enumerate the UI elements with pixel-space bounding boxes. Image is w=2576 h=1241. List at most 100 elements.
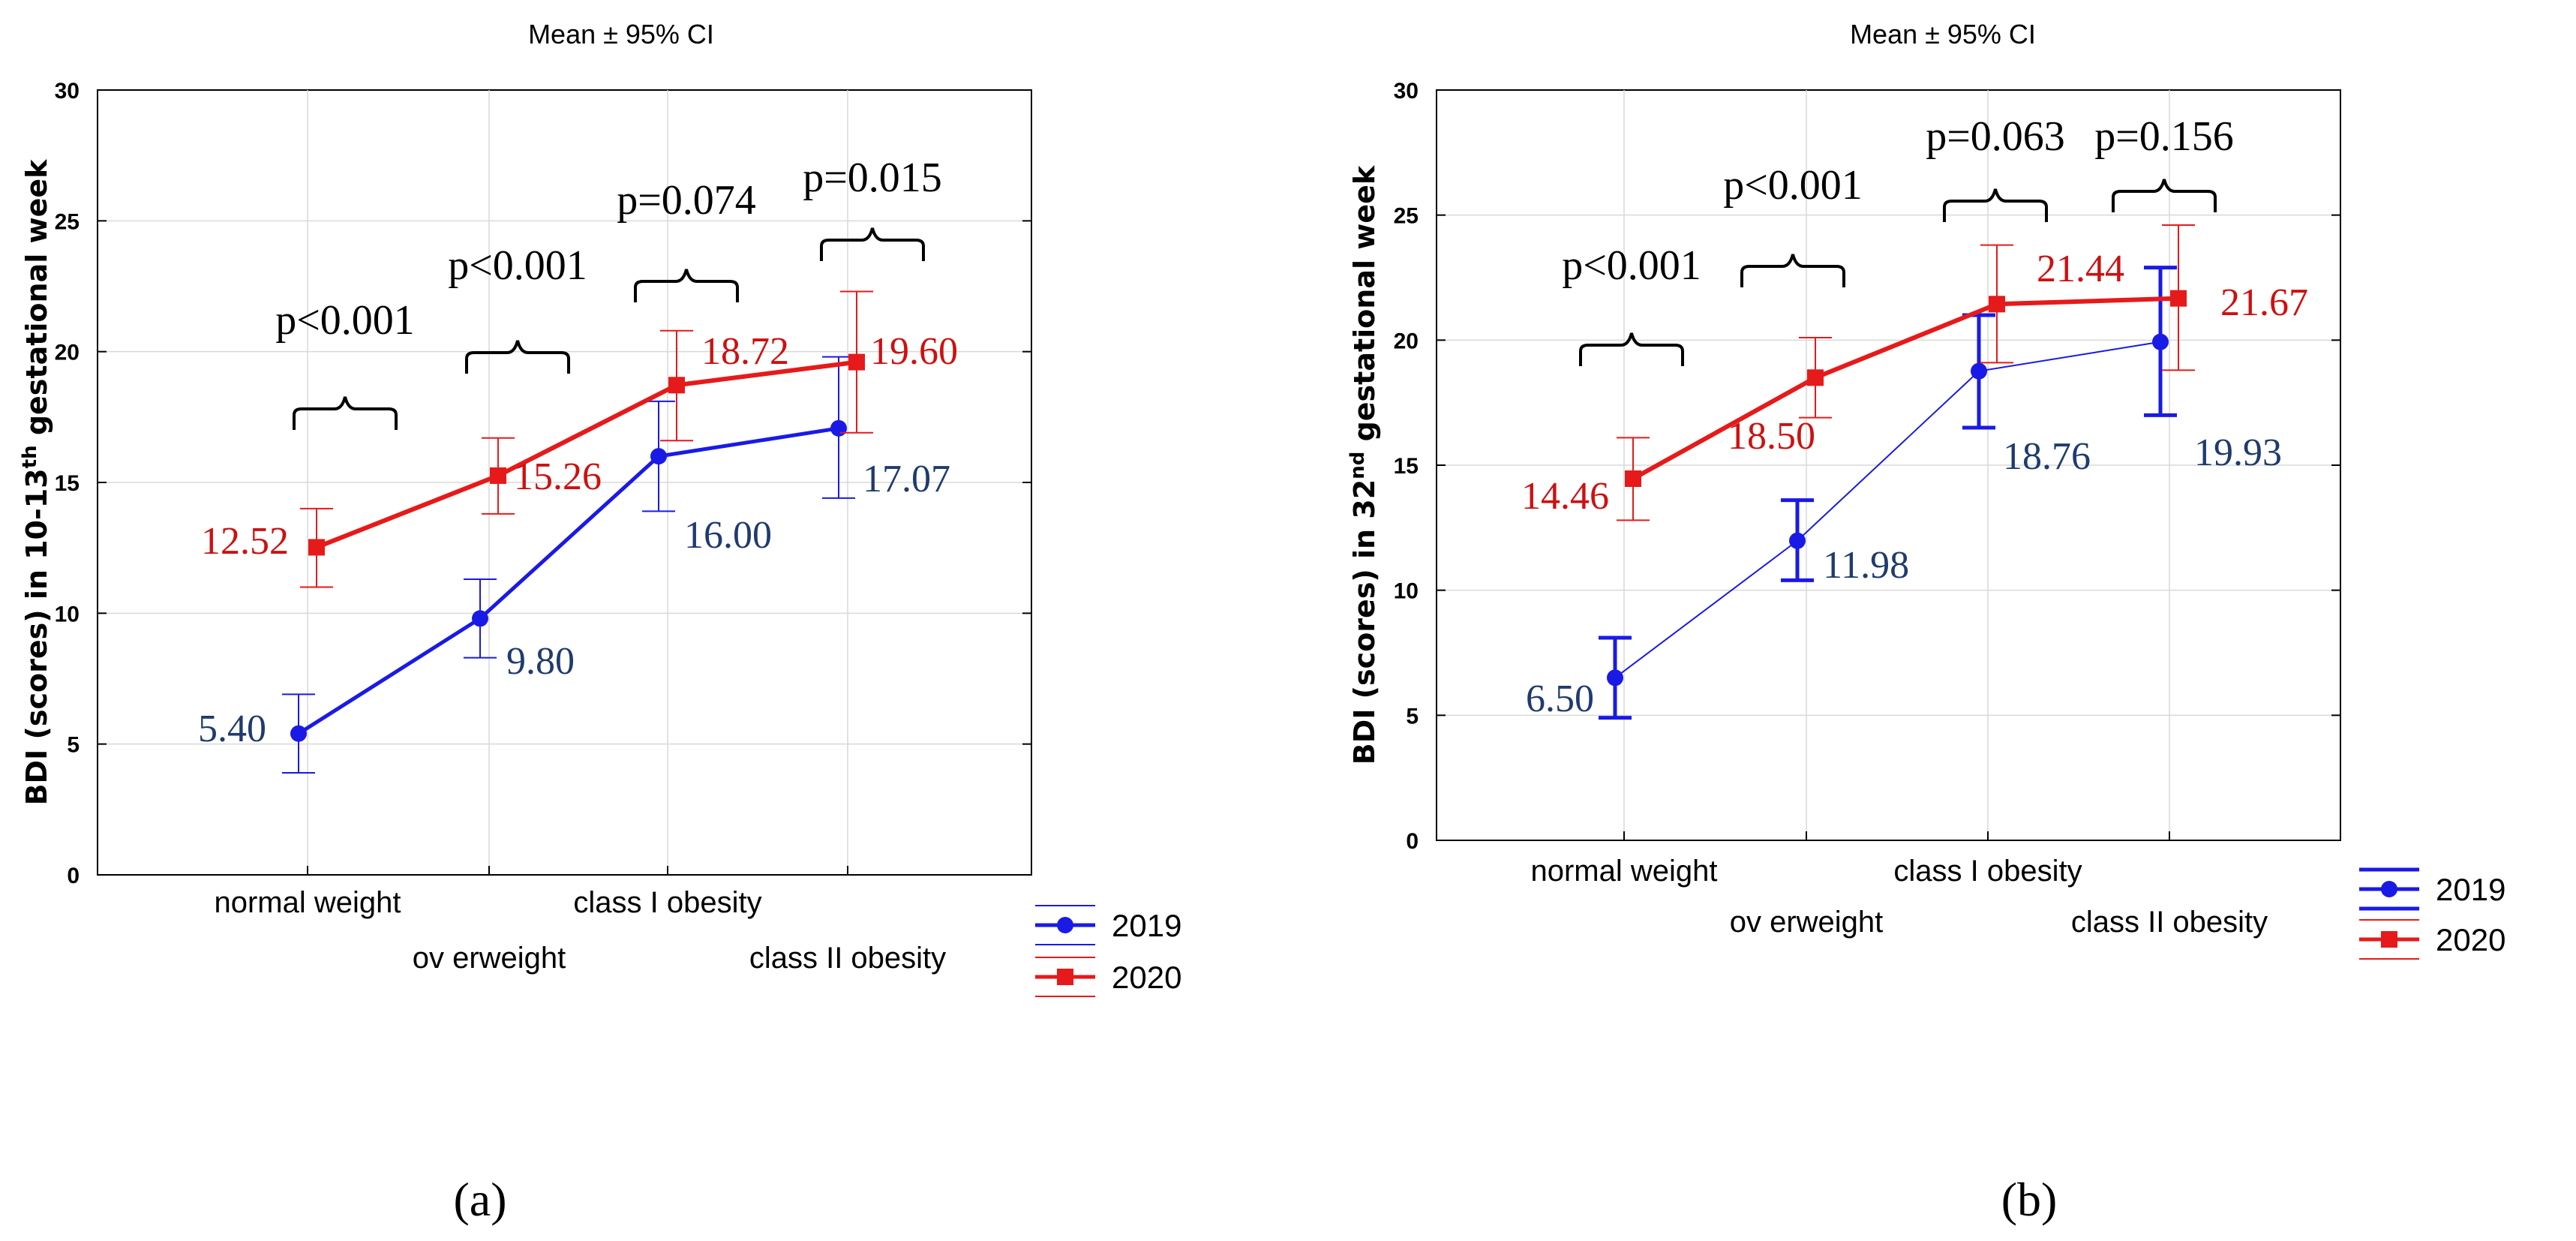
x-category-label: class II obesity [2071,906,2268,939]
panel-a: Mean ± 95% CI 0 5 10 15 20 25 30 BDI (scores) in… [19,19,1181,1226]
data-label-2020: 14.46 [1521,475,1609,518]
data-label-2019: 5.40 [198,708,266,750]
series-line-2019 [1614,341,2161,679]
chart-title: Mean ± 95% CI [528,19,714,50]
data-label-2019: 19.93 [2194,431,2282,474]
y-tick-label: 25 [1394,204,1419,229]
data-label-2019: 9.80 [506,640,575,683]
data-point-2020 [1625,470,1641,487]
significance-brace [820,227,925,261]
significance-brace [465,340,570,374]
p-value-label: p=0.015 [803,155,942,201]
x-category-label: ov erweight [413,942,566,975]
legend-label: 2020 [1112,960,1181,995]
legend-marker-2020 [1057,969,1073,985]
panel-label: (a) [453,1173,506,1226]
data-point-2019 [1789,532,1806,549]
data-point-2020 [1807,369,1824,386]
y-axis-label-tail: gestational week [1348,165,1381,452]
y-tick-label: 0 [1406,829,1419,854]
data-point-2020 [668,377,685,394]
y-tick-label: 5 [67,733,80,758]
significance-brace [1579,332,1684,366]
legend-marker-2019 [1057,917,1073,933]
data-point-2019 [1971,362,1987,380]
x-category-label: normal weight [1530,855,1717,888]
data-label-2020: 12.52 [201,520,289,563]
series-2020: 14.46 18.50 21.44 21.67 [1521,224,2308,521]
data-label-2020: 21.67 [2220,281,2308,324]
data-label-2019: 17.07 [863,458,950,500]
legend-marker-2019 [2381,881,2397,897]
y-axis-label-sup: nd [1347,452,1369,479]
y-axis-label-sup: th [19,445,41,468]
y-tick-label: 20 [55,341,80,365]
significance-brace [1943,188,2048,222]
chart-title: Mean ± 95% CI [1850,19,2036,50]
y-axis-label: BDI (scores) in 10-13th gestational week [19,159,53,806]
y-tick-label: 0 [67,864,80,888]
p-value-label: p=0.063 [1926,113,2065,160]
y-tick-label: 5 [1406,704,1419,729]
data-point-2020 [490,467,506,484]
data-point-2019 [830,419,847,437]
x-category-label: normal weight [214,886,401,919]
p-value-label: p<0.001 [275,297,415,344]
data-label-2019: 16.00 [684,514,772,557]
data-point-2020 [1989,296,2005,313]
significance-brace [2112,179,2217,212]
data-point-2019 [1607,669,1623,687]
data-label-2019: 11.98 [1823,544,1909,587]
y-tick-label: 10 [1394,579,1419,604]
data-label-2020: 18.50 [1728,415,1815,458]
data-label-2020: 19.60 [870,330,958,373]
significance-brace [634,269,739,302]
x-category-label: class II obesity [749,942,946,975]
panel-b: Mean ± 95% CI 0 5 10 15 20 25 30 BDI (scores) in… [1347,19,2505,1226]
data-label-2019: 18.76 [2003,435,2091,478]
p-value-label: p<0.001 [448,242,587,289]
y-tick-label: 30 [1394,79,1419,104]
legend-label: 2019 [2436,872,2505,907]
p-value-label: p<0.001 [1723,162,1863,209]
y-axis-label-main: BDI (scores) in 10-13 [20,468,53,805]
data-label-2020: 21.44 [2037,248,2124,290]
panel-label: (b) [2001,1173,2058,1226]
series-2019: 5.40 9.80 16.00 17.07 [198,356,950,774]
data-label-2019: 6.50 [1526,678,1594,720]
y-tick-label: 30 [55,79,80,104]
x-category-label: class I obesity [573,886,761,919]
p-value-label: p=0.156 [2094,113,2234,160]
y-tick-label: 20 [1394,329,1419,353]
series-2019: 6.50 11.98 18.76 19.93 [1526,266,2282,720]
y-axis-label-tail: gestational week [20,159,53,446]
x-category-label: class I obesity [1893,855,2082,888]
p-value-label: p=0.074 [617,177,756,224]
series-2020: 12.52 15.26 18.72 19.60 [201,290,958,588]
data-label-2020: 18.72 [701,330,789,373]
y-tick-label: 15 [55,471,80,496]
legend-label: 2019 [1112,908,1181,943]
data-point-2020 [308,539,325,556]
data-point-2019 [650,448,667,465]
legend: 2019 2020 [2359,867,2505,960]
x-category-label: ov erweight [1730,906,1884,939]
legend: 2019 2020 [1035,905,1181,997]
legend-label: 2020 [2436,922,2505,957]
data-point-2020 [848,353,865,371]
legend-marker-2020 [2381,931,2397,948]
y-tick-label: 15 [1394,454,1419,479]
data-point-2020 [2170,290,2187,307]
series-line-2020 [1632,296,2179,481]
data-point-2019 [290,725,307,742]
y-tick-label: 10 [55,602,80,627]
series-line-2019 [297,426,839,735]
data-label-2020: 15.26 [514,455,602,498]
y-axis-label: BDI (scores) in 32nd gestational week [1347,165,1381,765]
y-axis-label-main: BDI (scores) in 32 [1348,479,1381,765]
significance-brace [1740,254,1845,287]
p-value-label: p<0.001 [1562,242,1701,289]
series-line-2020 [315,359,857,550]
significance-brace [293,396,398,430]
